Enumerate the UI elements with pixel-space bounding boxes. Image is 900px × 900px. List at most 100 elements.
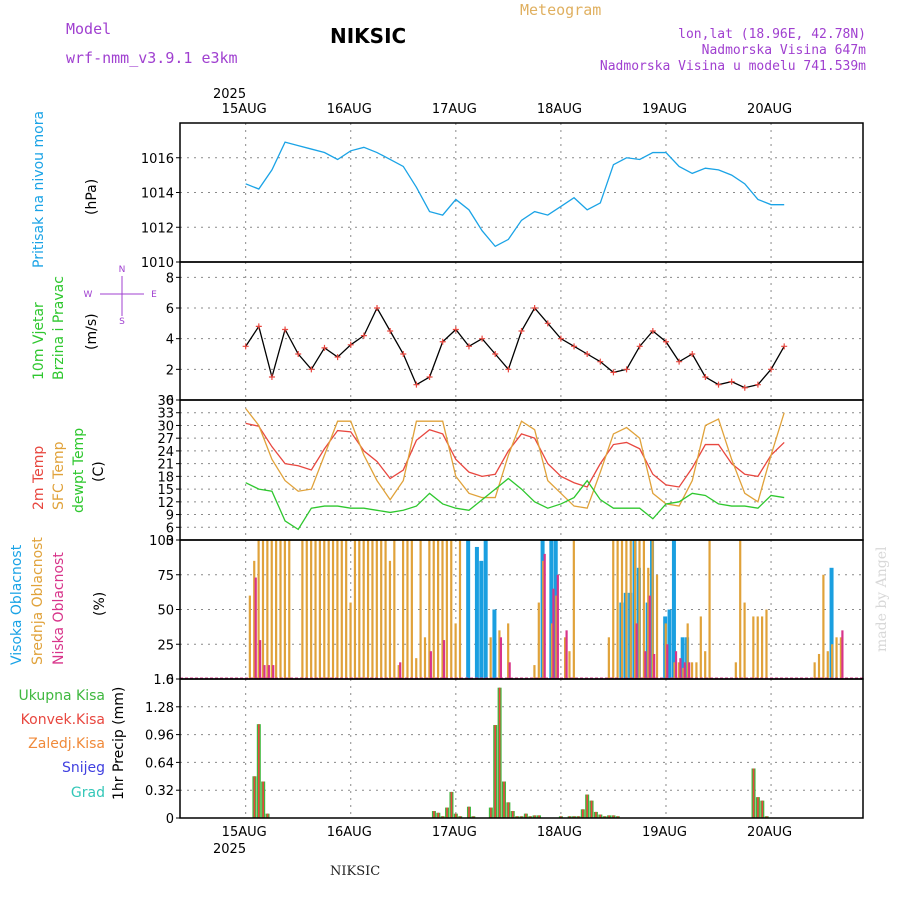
cloud-bar (253, 560, 256, 679)
cloud-bar (428, 540, 431, 679)
cloud-bar (466, 540, 471, 679)
precip-conv-bar (560, 816, 562, 818)
wind-speed-marker (544, 320, 551, 327)
y-tick-label: 0 (166, 812, 174, 827)
wind-speed-marker (610, 369, 617, 376)
cloud-bar (616, 540, 619, 679)
wind-speed-marker (571, 343, 578, 350)
cloud-bar (739, 540, 742, 679)
cloud-bar (275, 540, 278, 679)
precip-conv-bar (520, 816, 523, 818)
cloud-bar (508, 662, 511, 679)
cloud-bar (432, 540, 435, 679)
bottom-day-label: 16AUG (327, 825, 372, 840)
y-tick-label: 8 (166, 271, 174, 286)
wind-title-line2: Brzina i Pravac (51, 276, 67, 380)
cloud-bar (254, 577, 257, 679)
cloud-bar (549, 540, 554, 679)
cloud-bar (323, 540, 326, 679)
cloud-panel: 100 75 50 25 0 (149, 534, 863, 688)
mid-cloud-label: Srednja Oblacnost (30, 537, 46, 665)
cloud-bar (257, 540, 260, 679)
cloud-bar (397, 665, 400, 679)
cloud-bar (445, 540, 448, 679)
wind-ylabel: (m/s) (84, 313, 100, 350)
cloud-bar (492, 609, 497, 679)
precip-panel: 1.6 1.28 0.96 0.64 0.32 0 (145, 673, 863, 827)
y-tick-label: 6 (166, 302, 174, 317)
compass-north: N (119, 265, 126, 275)
precip-conv-bar (450, 791, 453, 818)
cloud-bar (765, 609, 768, 679)
cloud-bar (679, 658, 682, 679)
pressure-panel: 1016 1014 1012 1010 (141, 123, 863, 271)
cloud-bar (743, 602, 746, 679)
cloud-bar (310, 540, 313, 679)
model-altitude: Nadmorska Visina u modelu 741.539m (600, 59, 866, 74)
precip-frozen-label: Zaledj.Kisa (28, 736, 105, 752)
precip-conv-bar (586, 794, 588, 818)
wind-speed-marker (255, 323, 262, 330)
precip-conv-bar (494, 725, 497, 818)
cloud-bar (458, 540, 462, 679)
cloud-bar (664, 623, 667, 679)
wind-speed-marker (465, 343, 472, 350)
cloud-bar (829, 567, 834, 679)
precip-total-label: Ukupna Kisa (18, 688, 105, 704)
precip-conv-bar (437, 812, 440, 818)
cloud-bar (680, 637, 685, 679)
compass-west: W (84, 290, 93, 300)
wind-speed-marker (781, 343, 788, 350)
y-tick-label: 4 (166, 333, 174, 348)
top-day-label: 17AUG (432, 102, 477, 117)
cloud-bar (479, 560, 484, 679)
bottom-day-label: 20AUG (747, 825, 792, 840)
y-tick-label: 1014 (141, 187, 174, 202)
cloud-bar (822, 574, 825, 679)
precip-conv-bar (490, 807, 492, 818)
cloud-bar (756, 616, 759, 679)
precip-conv-bar (507, 802, 510, 818)
cloud-bar (272, 665, 275, 679)
cloud-bar (704, 651, 707, 679)
y-tick-label: 1016 (141, 152, 174, 167)
top-day-label: 18AUG (537, 102, 582, 117)
compass-east: E (151, 290, 157, 300)
y-tick-label: 75 (157, 569, 174, 584)
cloud-bar (366, 540, 370, 679)
cloud-bar (375, 540, 378, 679)
precip-conv-bar (433, 811, 435, 818)
precip-conv-bar (533, 815, 536, 818)
precip-conv-bar (573, 816, 575, 818)
wind-speed-marker (662, 338, 669, 345)
cloud-bar (699, 616, 702, 679)
precip-conv-bar (608, 815, 610, 818)
cloud-bar (261, 540, 265, 679)
cloud-bar (648, 595, 651, 679)
grid-lines (180, 679, 863, 818)
cloud-bar (552, 588, 555, 679)
cloud-bar (841, 630, 844, 679)
cloud-bar (266, 540, 269, 679)
cloud-bar (572, 540, 575, 679)
precip-conv-label: Konvek.Kisa (21, 712, 105, 728)
cloud-bar (474, 546, 479, 679)
footer-station: NIKSIC (330, 864, 380, 879)
y-tick-label: 0 (166, 394, 174, 409)
wind-speed-marker (597, 358, 604, 365)
wind-speed-marker (282, 326, 289, 333)
y-tick-label: 25 (157, 638, 174, 653)
wind-speed-marker (728, 378, 735, 385)
precip-conv-bar (472, 816, 475, 818)
precip-conv-bar (516, 816, 518, 818)
cloud-bar (401, 540, 405, 679)
cloud-bar (543, 553, 546, 679)
snow-label: Snijeg (62, 760, 105, 776)
y-tick-label: 24 (157, 445, 174, 460)
y-tick-label: 36 (157, 394, 174, 409)
precip-conv-bar (525, 813, 527, 818)
y-tick-label: 0.32 (145, 784, 174, 799)
cloud-bar (340, 540, 343, 679)
cloud-bar (629, 540, 632, 679)
cloud-bar (565, 630, 568, 679)
